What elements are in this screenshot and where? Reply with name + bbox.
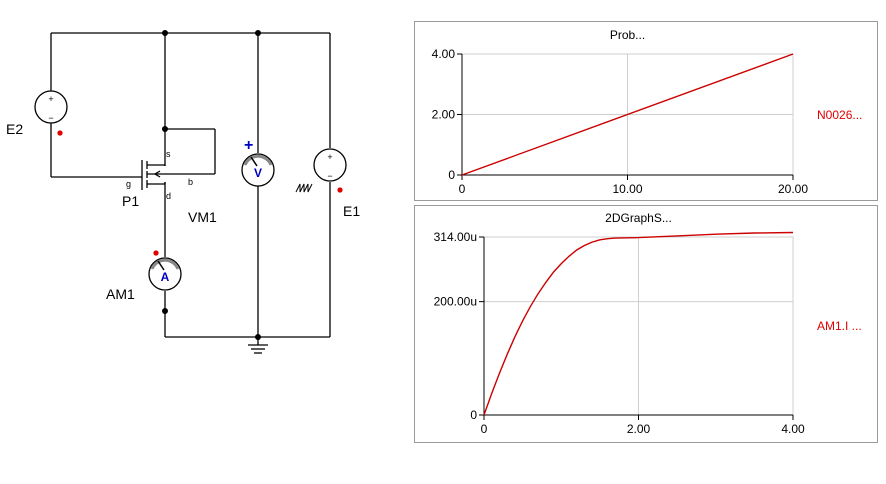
e2-label: E2 — [6, 121, 23, 137]
voltage-source-e2[interactable]: + − — [34, 90, 68, 124]
legend-entry: AM1.I ... — [817, 319, 862, 333]
current-chart-panel[interactable]: 2DGraphS... 0 2.00 4.00 0 200.00u 314.00u AM1.I… — [414, 205, 878, 443]
circuit-schematic: + − E2 s g d b P1 VM1 V + + − E1 — [6, 30, 360, 354]
x-tick-label: 20.00 — [778, 182, 808, 196]
probe-chart-panel[interactable]: Prob... 0 10.00 20.00 0 2.00 4.00 N0026... — [414, 21, 878, 201]
sawtooth-icon — [295, 183, 313, 193]
probe-line-chart: Prob... 0 10.00 20.00 0 2.00 4.00 N0026... — [432, 28, 863, 196]
y-tick-label: 314.00u — [434, 230, 477, 244]
ammeter-am1[interactable]: A — [148, 257, 182, 291]
chart-title: Prob... — [610, 28, 645, 42]
pin-source-label: s — [166, 149, 171, 159]
y-tick-label: 2.00 — [432, 108, 456, 122]
y-tick-label: 0 — [448, 168, 455, 182]
probe-marker — [57, 130, 63, 136]
voltage-source-e1[interactable]: + − — [313, 148, 347, 182]
e1-minus-sign: − — [327, 171, 332, 181]
mosfet-p1[interactable] — [141, 160, 168, 190]
current-line-chart: 2DGraphS... 0 2.00 4.00 0 200.00u 314.00u AM1.I… — [434, 211, 862, 436]
junction-dot — [255, 30, 261, 36]
chart-title: 2DGraphS... — [605, 211, 672, 225]
ammeter-symbol: A — [161, 270, 170, 284]
pin-gate-label: g — [126, 179, 131, 189]
e1-plus-sign: + — [327, 152, 332, 162]
pin-drain-label: d — [166, 191, 171, 201]
y-tick-label: 0 — [470, 408, 477, 422]
vm1-plus-sign: + — [244, 137, 253, 154]
e1-label: E1 — [343, 203, 360, 219]
voltmeter-symbol: V — [254, 166, 262, 180]
pin-bulk-label: b — [188, 177, 193, 187]
series-line — [483, 231, 794, 416]
legend-entry: N0026... — [817, 108, 862, 122]
x-tick-label: 10.00 — [612, 182, 642, 196]
series-line — [461, 53, 794, 176]
y-tick-label: 4.00 — [432, 47, 456, 61]
x-tick-label: 0 — [459, 182, 466, 196]
probe-marker — [153, 250, 159, 256]
am1-label: AM1 — [106, 286, 135, 302]
voltmeter-vm1[interactable]: V — [241, 153, 275, 187]
vm1-label: VM1 — [188, 209, 217, 225]
e2-plus-sign: + — [48, 94, 53, 104]
junction-dot — [255, 334, 261, 340]
p1-label: P1 — [122, 193, 139, 209]
e2-minus-sign: − — [48, 113, 53, 123]
junction-dot — [162, 308, 168, 314]
x-tick-label: 4.00 — [781, 422, 805, 436]
junction-dot — [162, 30, 168, 36]
junction-dot — [162, 126, 168, 132]
y-tick-label: 200.00u — [434, 295, 477, 309]
probe-marker — [337, 187, 343, 193]
x-tick-label: 2.00 — [627, 422, 651, 436]
x-tick-label: 0 — [481, 422, 488, 436]
